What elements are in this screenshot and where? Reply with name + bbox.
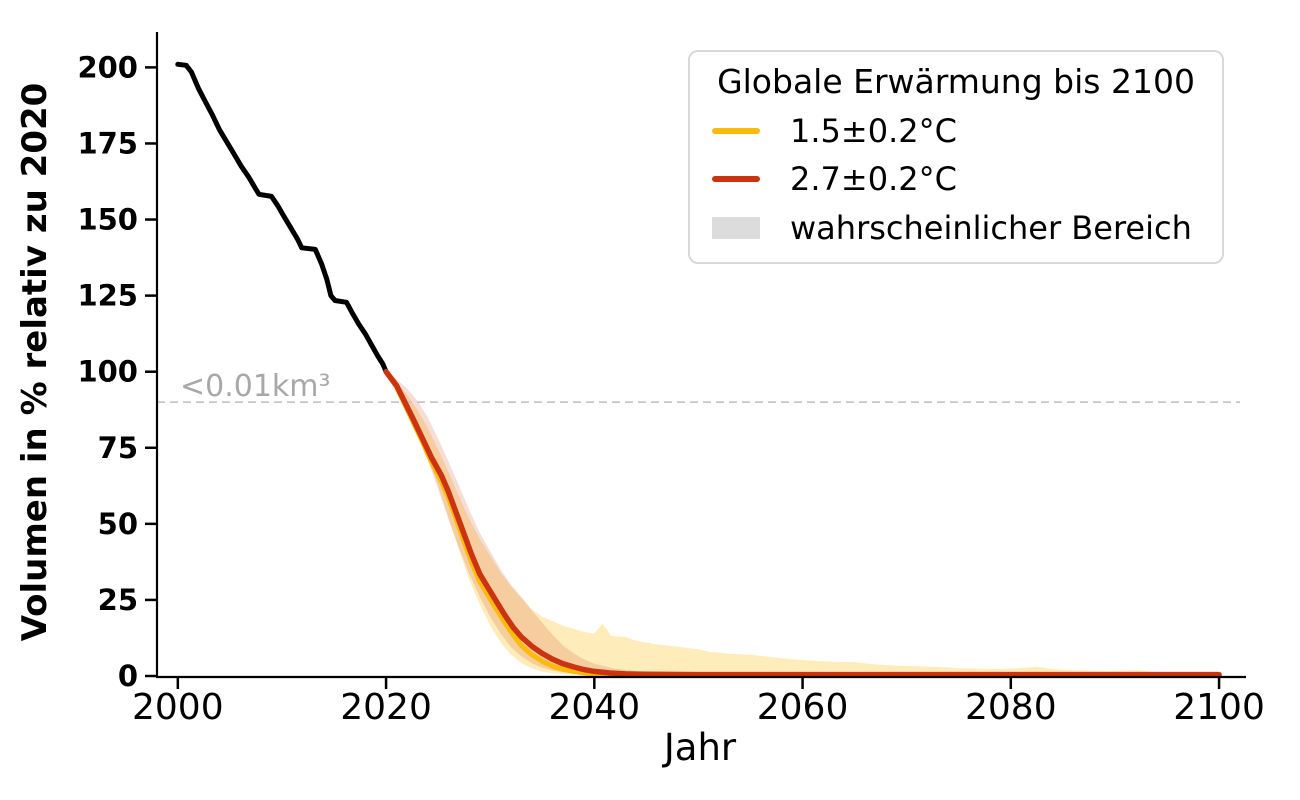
x-tick-label: 2080	[965, 687, 1057, 728]
legend-patch-swatch-likely-range	[712, 216, 760, 239]
x-axis-title: Jahr	[662, 726, 737, 769]
data-lines	[175, 61, 1222, 678]
y-axis-title: Volumen in % relativ zu 2020	[15, 83, 55, 642]
tick-labels: 2000 2020 2040 2060 2080 2100 0 25 50 75 100 125 150…	[77, 50, 1264, 728]
threshold-label: <0.01km³	[180, 369, 331, 404]
threshold-line-group: <0.01km³	[157, 369, 1240, 404]
y-tick-label: 175	[77, 126, 138, 160]
legend-label-1-5C: 1.5±0.2°C	[790, 112, 957, 151]
y-tick-label: 50	[98, 507, 138, 541]
y-tick-label: 200	[77, 50, 138, 84]
legend-line-swatch-1-5C	[712, 128, 760, 135]
legend-item-2-7C: 2.7±0.2°C	[704, 155, 1208, 203]
legend-title: Globale Erwärmung bis 2100	[717, 62, 1195, 101]
legend-label-2-7C: 2.7±0.2°C	[790, 160, 957, 199]
line-scenario-1.5C	[383, 369, 1222, 678]
y-tick-label: 75	[98, 431, 138, 465]
line-historical-volume	[175, 61, 389, 375]
line-scenario-2.7C	[383, 368, 1222, 678]
x-tick-label: 2040	[549, 687, 641, 728]
y-tick-label: 0	[118, 659, 138, 693]
tick-marks	[145, 66, 1221, 689]
x-tick-label: 2020	[340, 687, 432, 728]
y-tick-label: 150	[77, 203, 138, 237]
legend-item-1-5C: 1.5±0.2°C	[704, 107, 1208, 155]
x-tick-label: 2100	[1173, 687, 1265, 728]
y-tick-label: 100	[77, 355, 138, 389]
legend-item-likely-range: wahrscheinlicher Bereich	[704, 204, 1208, 252]
x-tick-label: 2000	[132, 687, 224, 728]
axes	[155, 32, 1246, 679]
x-tick-label: 2060	[757, 687, 849, 728]
legend-line-swatch-2-7C	[712, 176, 760, 183]
y-tick-label: 25	[98, 583, 138, 617]
legend: Globale Erwärmung bis 2100 1.5±0.2°C 2.7…	[688, 50, 1224, 264]
y-tick-label: 125	[77, 279, 138, 313]
legend-label-likely-range: wahrscheinlicher Bereich	[790, 208, 1192, 247]
